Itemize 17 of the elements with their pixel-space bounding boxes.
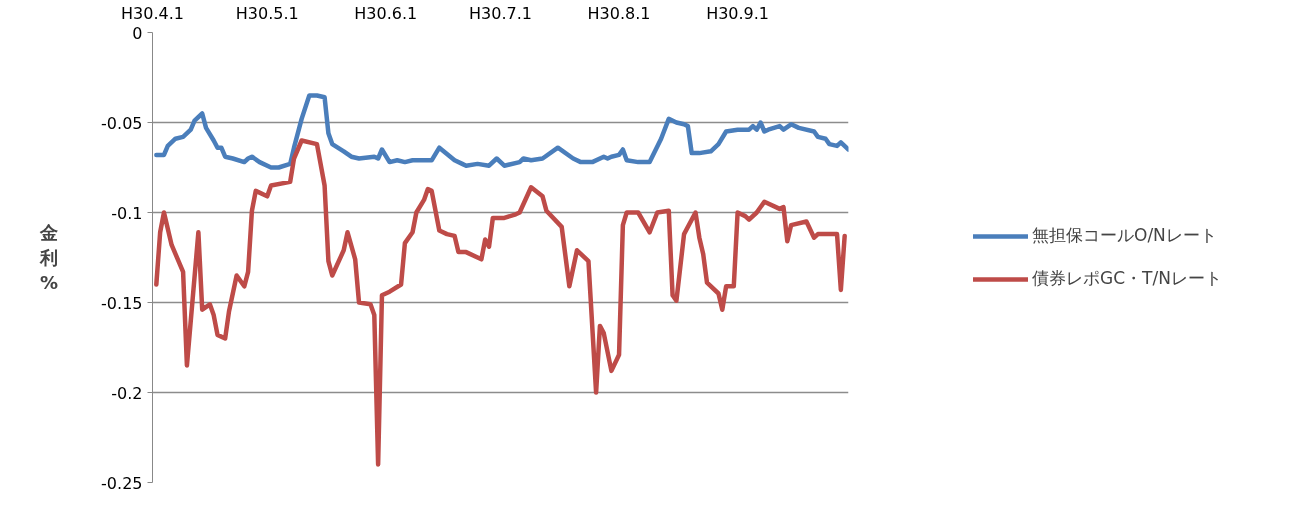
x-tick-label: H30.6.1	[354, 3, 418, 23]
y-tick-label: -0.25	[101, 473, 143, 493]
legend-label: 無担保コールO/Nレート	[1032, 224, 1217, 247]
x-tick-label: H30.5.1	[235, 3, 299, 23]
y-tick-label: -0.2	[111, 383, 143, 403]
y-axis-title: 金利%	[39, 221, 59, 294]
x-tick-label: H30.4.1	[121, 3, 184, 23]
y-tick-label: -0.15	[101, 293, 143, 313]
x-tick-label: H30.9.1	[706, 3, 770, 23]
legend-label: 債券レポGC・T/Nレート	[1032, 267, 1222, 290]
y-tick-label: -0.05	[101, 113, 143, 133]
y-tick-label: 0	[132, 23, 143, 43]
x-tick-label: H30.8.1	[587, 3, 651, 23]
x-tick-label: H30.7.1	[469, 3, 532, 23]
line-series	[154, 93, 849, 170]
y-tick-label: -0.1	[111, 203, 143, 223]
line-series	[154, 138, 847, 467]
